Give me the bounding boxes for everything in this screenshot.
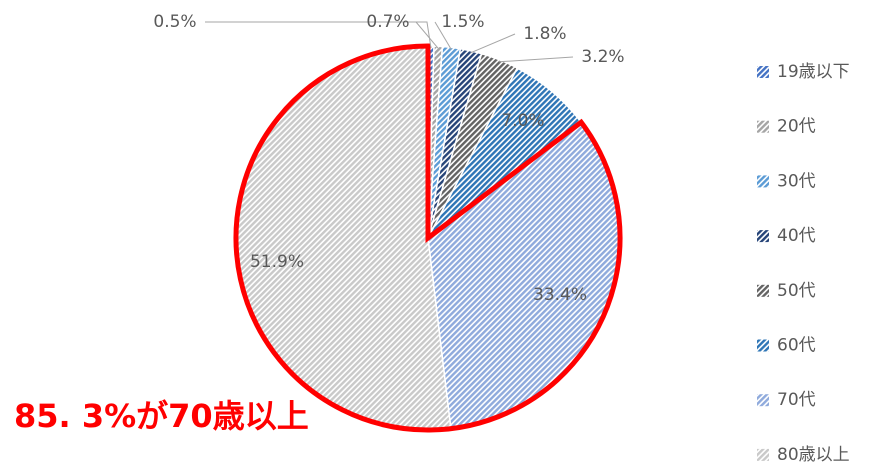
legend: 19歳以下 20代 30代 40代 50代 60代 70代 80歳以上 xyxy=(757,62,850,464)
legend-swatch xyxy=(757,394,769,407)
data-label: 0.7% xyxy=(366,12,409,32)
legend-swatch xyxy=(757,66,769,78)
legend-swatch xyxy=(757,284,769,297)
legend-swatch xyxy=(757,175,769,188)
data-label: 1.5% xyxy=(441,12,484,32)
highlight-outline xyxy=(233,43,623,433)
pie xyxy=(235,45,621,431)
data-label: 3.2% xyxy=(581,47,624,67)
data-label: 51.9% xyxy=(250,252,304,272)
leader-line xyxy=(434,21,452,50)
labels: 0.5% 0.7% 1.5% 1.8% 3.2% 7.0% 33.4% 51.9% xyxy=(153,12,624,305)
legend-label: 60代 xyxy=(777,336,816,356)
data-label: 0.5% xyxy=(153,12,196,32)
legend-label: 80歳以上 xyxy=(777,445,850,464)
annotation: 85. 3%が70歳以上 xyxy=(14,397,309,435)
legend-swatch xyxy=(757,448,769,461)
legend-label: 30代 xyxy=(777,171,816,191)
legend-label: 20代 xyxy=(777,117,816,137)
data-label: 33.4% xyxy=(533,285,587,305)
slice xyxy=(235,45,452,431)
legend-label: 40代 xyxy=(777,226,816,246)
legend-label: 70代 xyxy=(777,390,816,410)
leader-line xyxy=(415,21,439,49)
data-label: 1.8% xyxy=(523,24,566,44)
leader-line xyxy=(499,56,574,63)
legend-label: 50代 xyxy=(777,281,816,301)
legend-label: 19歳以下 xyxy=(777,62,850,82)
legend-swatch xyxy=(757,339,769,352)
legend-swatch xyxy=(757,230,769,243)
highlight xyxy=(233,43,623,433)
leader-line xyxy=(470,33,516,54)
data-label: 7.0% xyxy=(501,111,544,131)
leader-line xyxy=(205,21,432,49)
legend-swatch xyxy=(757,120,769,133)
